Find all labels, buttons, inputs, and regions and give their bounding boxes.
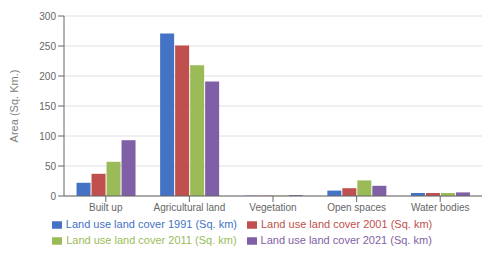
svg-text:Agricultural land: Agricultural land	[154, 202, 226, 213]
svg-text:Vegetation: Vegetation	[249, 202, 296, 213]
svg-text:Water bodies: Water bodies	[411, 202, 470, 213]
svg-text:250: 250	[39, 41, 56, 52]
html-text:Land use land cover 2021 (Sq.: Land use land cover 2021 (Sq. km)	[260, 234, 432, 246]
html-text:Land use land cover 2011 (Sq.: Land use land cover 2011 (Sq. km)	[66, 234, 237, 246]
svg-text:100: 100	[39, 131, 56, 142]
svg-text:Area (Sq. Km.): Area (Sq. Km.)	[8, 70, 20, 143]
svg-text:Open spaces: Open spaces	[327, 202, 386, 213]
svg-text:0: 0	[50, 191, 56, 202]
svg-text:150: 150	[39, 101, 56, 112]
svg-text:200: 200	[39, 71, 56, 82]
html-text:Land use land cover 1991 (Sq.: Land use land cover 1991 (Sq. km)	[65, 218, 237, 230]
svg-text:Built up: Built up	[89, 202, 123, 213]
html-text:Land use land cover 2001 (Sq.: Land use land cover 2001 (Sq. km)	[261, 218, 433, 230]
svg-text:300: 300	[39, 11, 56, 22]
svg-text:50: 50	[45, 161, 57, 172]
